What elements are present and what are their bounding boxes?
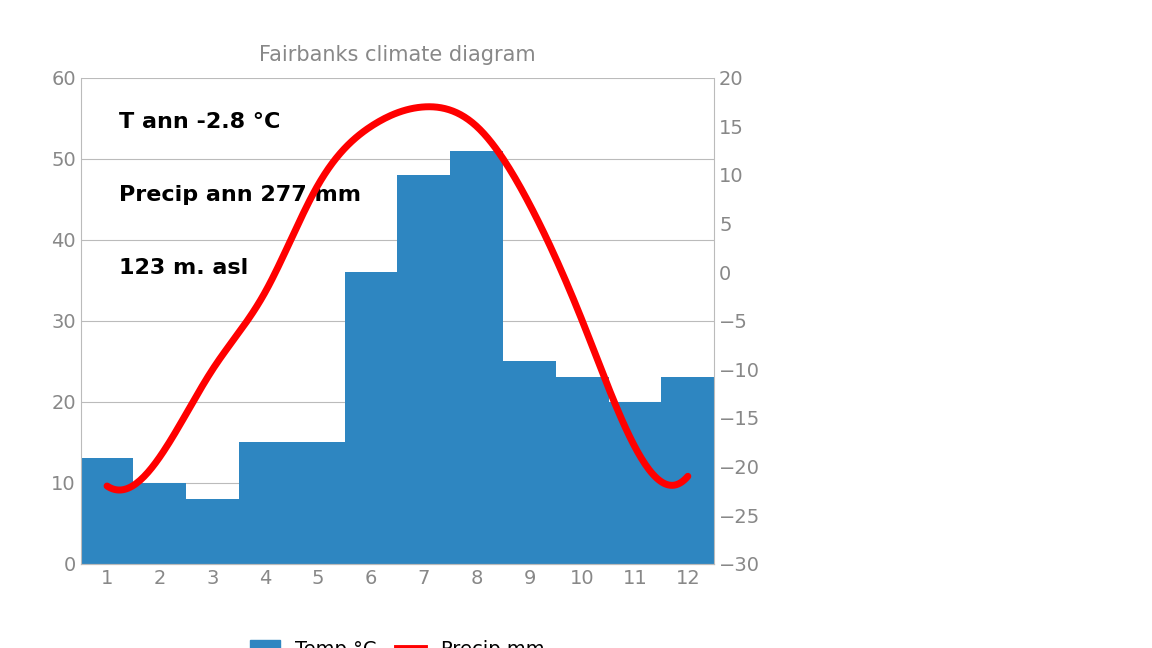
- Bar: [134, 483, 187, 564]
- Text: T ann -2.8 °C: T ann -2.8 °C: [119, 111, 280, 132]
- Title: Fairbanks climate diagram: Fairbanks climate diagram: [259, 45, 536, 65]
- Bar: [81, 459, 134, 564]
- Text: 123 m. asl: 123 m. asl: [119, 257, 248, 277]
- Bar: [556, 377, 608, 564]
- Bar: [291, 442, 344, 564]
- Bar: [397, 175, 450, 564]
- Bar: [450, 151, 503, 564]
- Bar: [344, 272, 397, 564]
- Bar: [608, 402, 661, 564]
- Text: Precip ann 277 mm: Precip ann 277 mm: [119, 185, 361, 205]
- Bar: [187, 499, 240, 564]
- Legend: Temp °C, Precip mm: Temp °C, Precip mm: [243, 632, 552, 648]
- Bar: [240, 442, 291, 564]
- Bar: [503, 362, 556, 564]
- Bar: [661, 377, 714, 564]
